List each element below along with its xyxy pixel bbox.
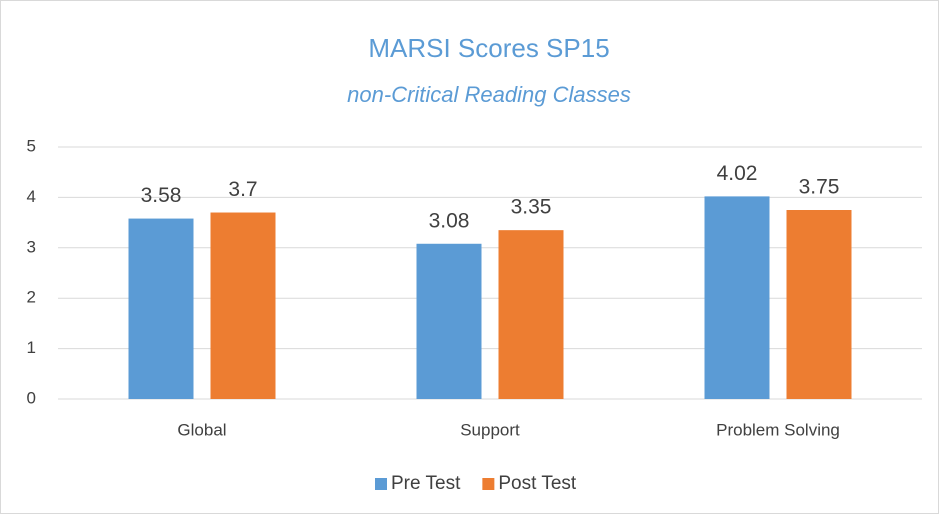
legend-label: Pre Test	[391, 473, 461, 494]
data-label: 3.75	[799, 176, 840, 199]
legend-swatch	[375, 478, 387, 490]
chart-subtitle: non-Critical Reading Classes	[347, 82, 631, 107]
bar	[704, 196, 770, 399]
data-label: 3.35	[511, 196, 552, 219]
bar	[210, 212, 276, 399]
y-tick-label: 3	[27, 237, 36, 256]
x-tick-label: Support	[460, 420, 520, 439]
y-tick-label: 2	[27, 288, 36, 307]
data-label: 3.58	[141, 184, 182, 207]
bar	[786, 210, 852, 399]
data-label: 4.02	[717, 162, 758, 185]
data-label: 3.7	[228, 178, 257, 201]
bar	[416, 243, 482, 399]
chart-title: MARSI Scores SP15	[368, 33, 609, 63]
x-tick-label: Problem Solving	[716, 420, 840, 439]
x-tick-label: Global	[177, 420, 226, 439]
legend-swatch	[482, 478, 495, 490]
y-tick-label: 5	[27, 136, 36, 155]
legend-label: Post Test	[498, 473, 577, 494]
bar	[128, 218, 194, 399]
y-tick-label: 4	[27, 187, 36, 206]
y-tick-label: 0	[27, 388, 36, 407]
bar	[498, 230, 564, 399]
y-tick-label: 1	[27, 338, 36, 357]
data-label: 3.08	[429, 209, 470, 232]
